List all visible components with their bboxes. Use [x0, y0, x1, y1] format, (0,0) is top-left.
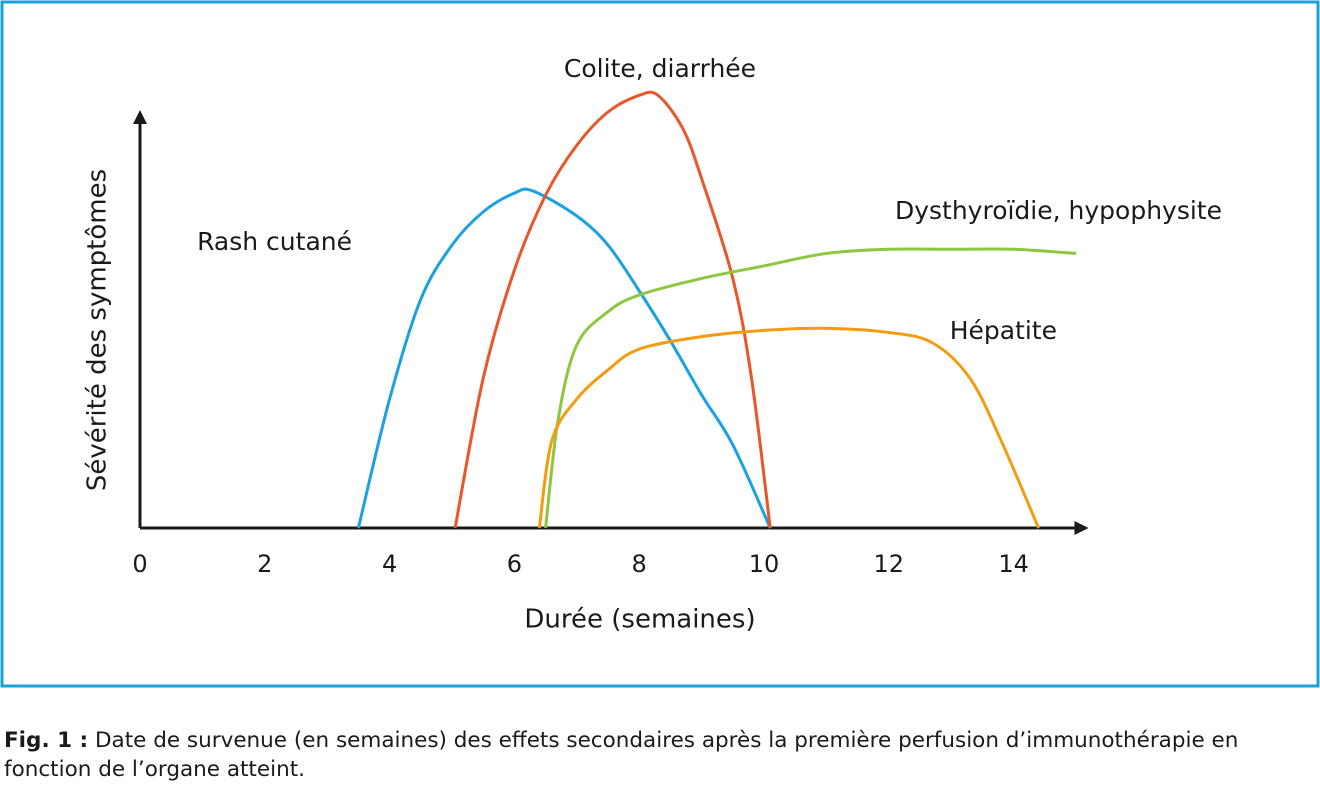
- caption: Fig. 1 : Date de survenue (en semaines) …: [4, 726, 1320, 784]
- x-tick-label: 0: [132, 550, 147, 578]
- x-tick-label: 4: [382, 550, 397, 578]
- series-label: Colite, diarrhée: [564, 54, 756, 83]
- series-line: [537, 326, 1040, 529]
- y-axis-arrow: [133, 110, 147, 124]
- x-axis-label: Durée (semaines): [524, 605, 755, 635]
- series-line: [453, 90, 772, 529]
- series-label: Dysthyroïdie, hypophysite: [895, 196, 1222, 225]
- x-tick-label: 6: [507, 550, 522, 578]
- series-line: [356, 187, 772, 529]
- series-label: Rash cutané: [197, 227, 352, 256]
- x-tick-label: 12: [874, 550, 905, 578]
- x-tick-label: 14: [998, 550, 1029, 578]
- chart: Durée (semaines) Sévérité des symptômes …: [0, 0, 1320, 688]
- y-axis-label: Sévérité des symptômes: [83, 169, 113, 491]
- x-tick-label: 10: [749, 550, 780, 578]
- series-line: [544, 247, 1077, 529]
- series-label: Hépatite: [950, 316, 1057, 345]
- frame: [0, 0, 1320, 688]
- x-tick-label: 2: [257, 550, 272, 578]
- caption-label: Fig. 1 :: [4, 728, 89, 753]
- x-axis-arrow: [1074, 521, 1089, 535]
- x-tick-label: 8: [632, 550, 647, 578]
- caption-text: Date de survenue (en semaines) des effet…: [4, 728, 1239, 782]
